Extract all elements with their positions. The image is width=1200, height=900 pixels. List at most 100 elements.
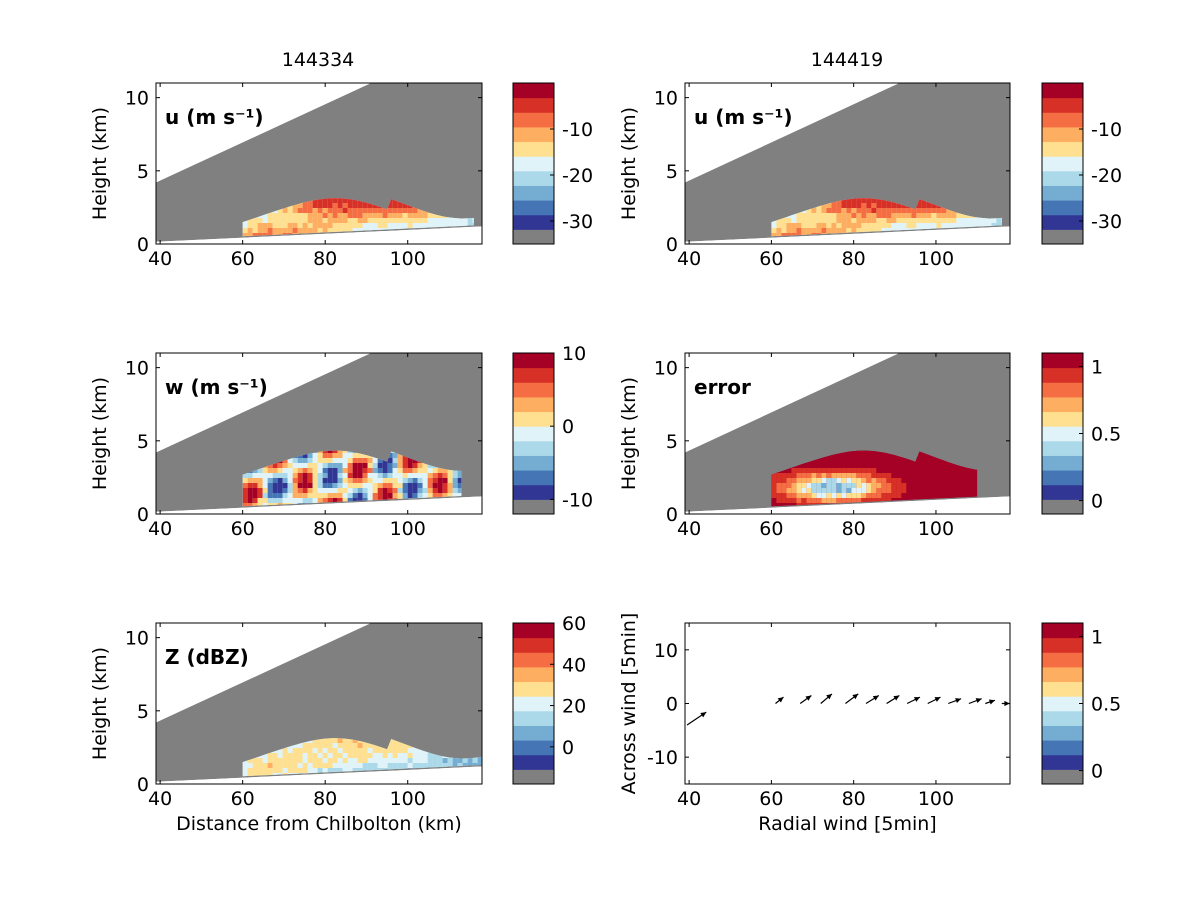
- colorbar: 10 0 -10: [512, 343, 593, 515]
- colorbar-swatch: [1042, 681, 1083, 697]
- colorbar-tick-label: -20: [562, 165, 593, 187]
- y-tick-label: 10: [654, 358, 678, 380]
- colorbar-swatch: [513, 623, 554, 639]
- colorbar-swatch: [513, 499, 554, 515]
- colorbar-swatch: [513, 185, 554, 201]
- colorbar: 10.50: [1041, 622, 1121, 785]
- colorbar-tick-label: -30: [562, 211, 593, 233]
- x-tick-label: 100: [918, 788, 954, 810]
- colorbar-tick-label: 20: [562, 696, 586, 718]
- colorbar-swatch: [513, 353, 554, 369]
- colorbar-swatch: [1042, 214, 1083, 230]
- x-tick-label: 80: [313, 248, 337, 270]
- colorbar-tick-label: 0.5: [1091, 424, 1121, 446]
- colorbar-swatch: [513, 170, 554, 186]
- column-title-left: 144334: [282, 49, 355, 71]
- x-tick-label: 40: [677, 248, 701, 270]
- colorbar: 10.50: [1041, 352, 1121, 515]
- colorbar-swatch: [1042, 97, 1083, 113]
- y-tick-label: 0: [137, 774, 149, 796]
- colorbar-swatch: [513, 97, 554, 113]
- colorbar-swatch: [1042, 126, 1083, 143]
- axes-frame: [684, 622, 1011, 785]
- colorbar-swatch: [513, 637, 554, 653]
- colorbar-swatch: [1042, 396, 1083, 413]
- colorbar-swatch: [513, 440, 554, 456]
- colorbar-swatch: [1042, 112, 1083, 128]
- y-tick-label: 0: [137, 234, 149, 256]
- x-tick-label: 60: [231, 518, 255, 540]
- colorbar-swatch: [513, 112, 554, 128]
- y-tick-label: 10: [654, 88, 678, 110]
- colorbar: -10 -20 -30: [512, 82, 593, 245]
- wind-vector-head: [852, 693, 859, 700]
- colorbar-swatch: [513, 725, 554, 741]
- y-tick-label: 10: [125, 628, 149, 650]
- colorbar-tick-label: 0: [1091, 491, 1103, 513]
- colorbar-swatch: [1042, 156, 1083, 172]
- field-label: w (m s⁻¹): [165, 375, 268, 399]
- colorbar-tick-label: 0: [1091, 761, 1103, 783]
- colorbar-swatch: [1042, 455, 1083, 471]
- colorbar-swatch: [513, 83, 554, 99]
- x-tick-label: 100: [918, 518, 954, 540]
- y-tick-label: 5: [137, 701, 149, 723]
- x-tick-label: 80: [313, 788, 337, 810]
- y-axis-label: Height (km): [89, 377, 111, 490]
- colorbar-swatch: [513, 396, 554, 413]
- colorbar-swatch: [1042, 382, 1083, 398]
- colorbar-swatch: [513, 681, 554, 697]
- axes-frame: [684, 82, 1011, 245]
- x-axis-label: Distance from Chilbolton (km): [176, 813, 462, 835]
- scan-region: [156, 623, 482, 782]
- colorbar-swatch: [1042, 499, 1083, 515]
- x-tick-label: 40: [677, 518, 701, 540]
- colorbar-swatch: [513, 455, 554, 471]
- wind-vector-head: [975, 698, 982, 704]
- x-tick-label: 80: [842, 788, 866, 810]
- colorbar-swatch: [1042, 185, 1083, 201]
- colorbar-swatch: [1042, 83, 1083, 99]
- scan-region: [685, 83, 1010, 242]
- x-tick-label: 60: [231, 248, 255, 270]
- axes-frame: [155, 82, 483, 245]
- x-tick-label: 60: [759, 518, 783, 540]
- colorbar-tick-label: -10: [1091, 119, 1122, 141]
- colorbar-swatch: [513, 126, 554, 143]
- y-tick-label: 10: [125, 88, 149, 110]
- colorbar-swatch: [513, 696, 554, 712]
- x-tick-label: 80: [313, 518, 337, 540]
- x-tick-label: 100: [390, 248, 426, 270]
- field-label: Z (dBZ): [165, 645, 249, 669]
- colorbar-swatch: [513, 740, 554, 756]
- colorbar-swatch: [513, 411, 554, 427]
- colorbar-swatch: [1042, 623, 1083, 639]
- wind-vector-head: [913, 697, 920, 702]
- column-title-right: 144419: [811, 49, 884, 71]
- colorbar: 60 40 20 0: [512, 613, 586, 785]
- colorbar-swatch: [513, 156, 554, 172]
- wind-vector-head: [777, 697, 784, 703]
- x-tick-label: 80: [842, 248, 866, 270]
- y-tick-label: 0: [666, 694, 678, 716]
- y-axis-label: Height (km): [89, 107, 111, 220]
- colorbar-swatch: [513, 754, 554, 770]
- y-tick-label: 5: [137, 161, 149, 183]
- x-tick-label: 40: [677, 788, 701, 810]
- y-axis-label: Height (km): [89, 647, 111, 760]
- colorbar-tick-label: 0: [562, 737, 574, 759]
- x-tick-label: 40: [148, 518, 172, 540]
- colorbar-swatch: [1042, 754, 1083, 770]
- x-tick-label: 40: [148, 248, 172, 270]
- colorbar-tick-label: 0: [562, 416, 574, 438]
- colorbar-swatch: [1042, 725, 1083, 741]
- colorbar-swatch: [1042, 484, 1083, 500]
- wind-vector-head: [872, 695, 879, 701]
- colorbar-tick-label: 40: [562, 654, 586, 676]
- colorbar-swatch: [1042, 200, 1083, 216]
- colorbar-tick-label: 60: [562, 613, 586, 635]
